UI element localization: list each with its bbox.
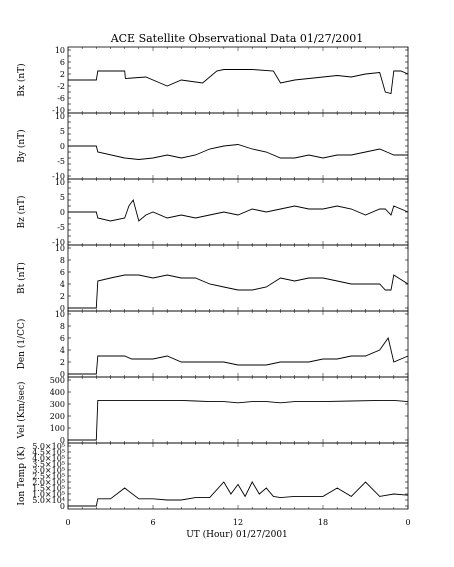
- series-line-0: [68, 481, 409, 507]
- panel-frame: [67, 112, 409, 180]
- y-tick-label: 0: [60, 208, 65, 217]
- y-tick-label: 5.0×10⁵: [32, 442, 65, 451]
- y-tick-label: 2: [60, 358, 65, 367]
- y-tick-label: 1.5×10⁵: [32, 484, 65, 493]
- panel-6: 05.0×10⁴1.0×10⁵1.5×10⁵2.0×10⁵2.5×10⁵3.0×…: [16, 442, 409, 511]
- y-tick-label: 6: [60, 334, 65, 343]
- y-tick-label: 2.5×10⁵: [32, 472, 65, 481]
- panel-frame: [67, 244, 409, 312]
- panel-0: -10 -6 -2 2 6 10 Bx (nT): [16, 46, 409, 115]
- panel-frame: [67, 376, 409, 444]
- x-tick-label: 6: [150, 518, 155, 527]
- panel-5: 0 100 200 300 400 500 Vel (Km/sec): [16, 376, 409, 445]
- y-tick-label: 100: [50, 424, 65, 433]
- panel-2: -10 -5 0 5 10 Bz (nT): [16, 178, 409, 247]
- y-tick-label: 4.5×10⁵: [32, 448, 65, 457]
- series-line-0: [68, 399, 409, 441]
- y-tick-label: -5: [57, 157, 65, 166]
- panel-4: 0 2 4 6 8 10 Den (1/CC): [16, 310, 409, 379]
- y-tick-label: -5: [57, 223, 65, 232]
- y-tick-label: 10: [55, 310, 65, 319]
- series-line-0: [68, 69, 409, 95]
- y-tick-label: 2: [60, 70, 65, 79]
- y-tick-label: -6: [57, 94, 65, 103]
- series-line-0: [68, 336, 409, 375]
- panel-frame: [67, 178, 409, 246]
- y-axis-label: Bt (nT): [16, 262, 27, 294]
- series-line-0: [68, 274, 409, 309]
- y-axis-label: Ion Temp (K): [16, 446, 27, 505]
- panel-frame: [67, 442, 409, 510]
- figure-title: ACE Satellite Observational Data 01/27/2…: [110, 32, 364, 45]
- y-tick-label: 4.0×10⁵: [32, 454, 65, 463]
- y-tick-label: 5: [60, 193, 65, 202]
- y-tick-label: -10: [52, 106, 65, 115]
- y-tick-label: 0: [60, 304, 65, 313]
- y-tick-label: 0: [60, 370, 65, 379]
- y-axis-label: Bx (nT): [16, 63, 27, 96]
- x-tick-label: 0: [65, 518, 70, 527]
- x-tick-label: 0: [405, 518, 410, 527]
- panel-3: 0 2 4 6 8 10 Bt (nT): [16, 244, 409, 313]
- series-line-0: [68, 198, 409, 222]
- y-tick-label: 500: [50, 376, 65, 385]
- y-axis-label: Vel (Km/sec): [16, 381, 27, 439]
- panel-frame: [67, 310, 409, 378]
- y-tick-label: 400: [50, 388, 65, 397]
- y-tick-label: 6: [60, 268, 65, 277]
- y-tick-label: 300: [50, 400, 65, 409]
- y-tick-label: -10: [52, 172, 65, 181]
- x-tick-labels: 0 6 12 18 0: [65, 518, 410, 527]
- y-tick-label: 8: [60, 322, 65, 331]
- y-tick-label: 4: [60, 346, 65, 355]
- y-axis-label: Bz (nT): [16, 195, 27, 228]
- y-tick-label: 3.0×10⁵: [32, 466, 65, 475]
- y-tick-label: 8: [60, 256, 65, 265]
- y-tick-label: 0: [60, 436, 65, 445]
- y-tick-label: 3.5×10⁵: [32, 460, 65, 469]
- y-tick-label: 0: [60, 502, 65, 511]
- y-tick-label: 4: [60, 280, 65, 289]
- x-axis-label: UT (Hour) 01/27/2001: [186, 529, 288, 540]
- y-tick-label: 5: [60, 127, 65, 136]
- y-tick-label: 10: [55, 46, 65, 55]
- panels: -10 -6 -2 2 6 10 Bx (nT) -10 -5 0 5 10 By (nT) -10 -5 0…: [16, 46, 409, 511]
- y-tick-label: 2: [60, 292, 65, 301]
- y-tick-label: 5.0×10⁴: [32, 496, 65, 505]
- x-tick-label: 18: [318, 518, 328, 527]
- panel-frame: [67, 46, 409, 114]
- y-tick-label: 10: [55, 244, 65, 253]
- x-tick-label: 12: [233, 518, 243, 527]
- y-tick-label: 10: [55, 178, 65, 187]
- y-tick-label: 200: [50, 412, 65, 421]
- y-tick-label: 6: [60, 58, 65, 67]
- y-tick-label: -2: [57, 82, 65, 91]
- y-tick-label: 2.0×10⁵: [32, 478, 65, 487]
- series-line-0: [68, 144, 408, 160]
- y-axis-label: Den (1/CC): [16, 319, 27, 370]
- y-tick-label: 1.0×10⁵: [32, 490, 65, 499]
- panel-1: -10 -5 0 5 10 By (nT): [16, 112, 409, 181]
- y-axis-label: By (nT): [16, 129, 27, 162]
- y-tick-label: -10: [52, 238, 65, 247]
- y-tick-label: 0: [60, 142, 65, 151]
- y-tick-label: 10: [55, 112, 65, 121]
